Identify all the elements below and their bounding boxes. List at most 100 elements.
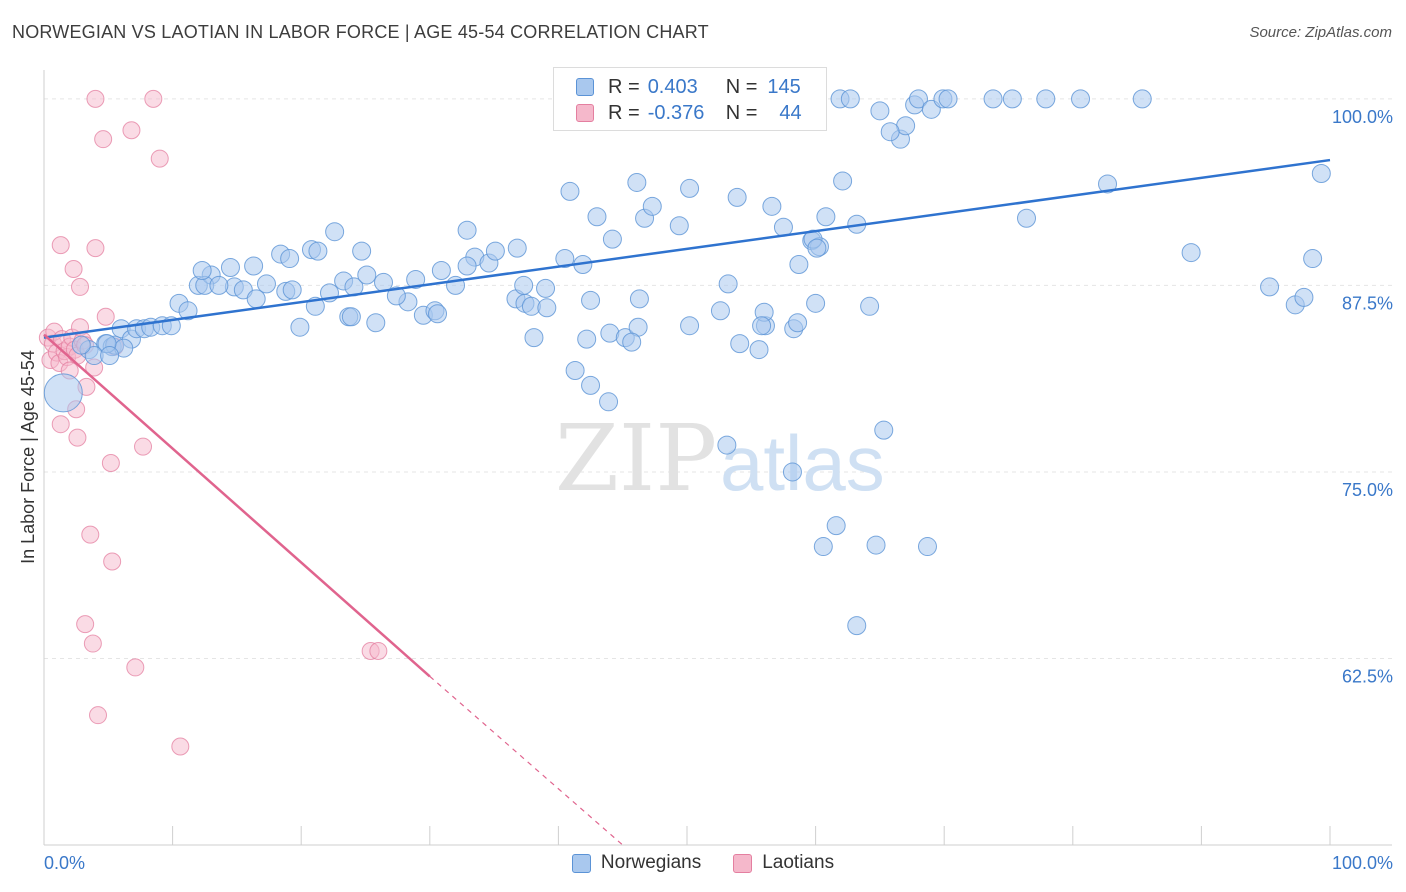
legend-swatch-pink xyxy=(576,104,594,122)
watermark: ZIP atlas xyxy=(555,405,885,512)
norwegian-point xyxy=(192,260,212,280)
laotian-point xyxy=(94,130,113,149)
norwegian-point xyxy=(1260,277,1280,297)
laotian-trend-line xyxy=(43,333,431,678)
watermark-zip: ZIP xyxy=(555,405,717,512)
laotian-point xyxy=(171,737,190,756)
norwegian-point xyxy=(727,187,747,207)
legend-swatch-blue xyxy=(576,78,594,96)
trend-lines xyxy=(43,158,1331,846)
norwegian-point xyxy=(209,275,229,295)
norwegian-point xyxy=(599,392,619,412)
y-tick-labels: 100.0% 87.5% 75.0% 62.5% xyxy=(1332,107,1393,687)
norwegian-point xyxy=(308,241,328,261)
laotian-point xyxy=(64,260,83,279)
chart-title: NORWEGIAN VS LAOTIAN IN LABOR FORCE | AG… xyxy=(12,22,709,42)
laotian-point xyxy=(144,89,163,108)
norwegian-point xyxy=(537,298,557,318)
laotian-point xyxy=(86,89,105,108)
norwegian-point xyxy=(710,301,730,321)
norwegian-point xyxy=(1181,243,1201,263)
norwegian-point xyxy=(752,316,772,336)
norwegian-point xyxy=(826,516,846,536)
norwegian-point xyxy=(280,249,300,269)
laotian-point xyxy=(96,307,115,326)
norwegian-point xyxy=(718,274,738,294)
legend-r-label: R = xyxy=(608,101,640,124)
norwegian-point xyxy=(1311,164,1331,184)
watermark-atlas: atlas xyxy=(720,419,885,507)
norwegian-point xyxy=(341,307,361,327)
laotian-point xyxy=(101,453,120,472)
norwegian-point xyxy=(325,222,345,242)
norwegian-point xyxy=(602,229,622,249)
source-label: Source: ZipAtlas.com xyxy=(1249,24,1392,41)
x-tick-label-1: 100.0% xyxy=(1332,853,1393,873)
laotian-point xyxy=(150,149,169,168)
norwegian-point xyxy=(622,332,642,352)
laotian-point xyxy=(369,642,388,661)
norwegian-point xyxy=(917,537,937,557)
norwegian-point xyxy=(514,275,534,295)
legend-r-value: -0.376 xyxy=(647,101,705,124)
norwegian-point xyxy=(352,241,372,261)
norwegian-point xyxy=(565,360,585,380)
norwegian-point xyxy=(1002,89,1022,109)
norwegian-point xyxy=(642,196,662,216)
norwegian-point xyxy=(256,274,276,294)
norwegian-point xyxy=(577,329,597,349)
norwegian-point xyxy=(1036,89,1056,109)
norwegian-point xyxy=(669,216,689,236)
laotian-point xyxy=(89,706,108,725)
norwegian-point xyxy=(840,89,860,109)
norwegian-point xyxy=(833,171,853,191)
norwegian-point xyxy=(485,241,505,261)
norwegian-point xyxy=(581,375,601,395)
norwegian-point xyxy=(908,89,928,109)
norwegian-point xyxy=(847,616,867,636)
norwegian-point xyxy=(1017,208,1037,228)
legend-n-value: 44 xyxy=(779,101,802,124)
norwegian-point xyxy=(983,89,1003,109)
legend-item-laotians: Laotians xyxy=(733,852,834,874)
norwegian-point xyxy=(431,260,451,280)
norwegian-point xyxy=(220,258,240,278)
laotian-point xyxy=(68,428,87,447)
y-tick-label-3: 62.5% xyxy=(1342,666,1393,686)
laotian-trend-extension xyxy=(429,675,624,846)
y-tick-label-2: 75.0% xyxy=(1342,480,1393,500)
norwegian-point xyxy=(178,301,198,321)
legend-row-norwegians: R = 0.403 N = 145 xyxy=(576,74,801,100)
legend-n-label: N = xyxy=(725,101,758,124)
norwegian-point xyxy=(457,220,477,240)
norwegian-point xyxy=(762,196,782,216)
norwegian-point xyxy=(581,290,601,310)
legend-n-value: 145 xyxy=(767,75,801,98)
laotian-points xyxy=(38,89,388,756)
norwegian-point xyxy=(71,335,91,355)
norwegian-point xyxy=(386,286,406,306)
norwegian-point xyxy=(680,178,700,198)
norwegian-point xyxy=(813,537,833,557)
norwegian-point xyxy=(1294,287,1314,307)
norwegian-point xyxy=(428,304,448,324)
norwegian-point xyxy=(1132,89,1152,109)
legend-n-label: N = xyxy=(725,75,758,98)
laotian-point xyxy=(51,236,70,255)
norwegian-point xyxy=(749,340,769,360)
series-legend: Norwegians Laotians xyxy=(0,852,1406,874)
norwegian-point xyxy=(789,255,809,275)
laotian-point xyxy=(71,277,90,296)
norwegian-point xyxy=(457,256,477,276)
axes xyxy=(43,70,1392,846)
norwegian-point xyxy=(680,316,700,336)
norwegian-point xyxy=(807,238,827,258)
norwegian-point xyxy=(406,269,426,289)
legend-item-norwegians: Norwegians xyxy=(571,852,701,874)
norwegian-point xyxy=(1071,89,1091,109)
legend-label-laotians: Laotians xyxy=(762,852,835,873)
norwegian-point xyxy=(880,122,900,142)
norwegian-point xyxy=(1303,249,1323,269)
norwegian-point xyxy=(244,256,264,276)
norwegian-point xyxy=(627,172,647,192)
